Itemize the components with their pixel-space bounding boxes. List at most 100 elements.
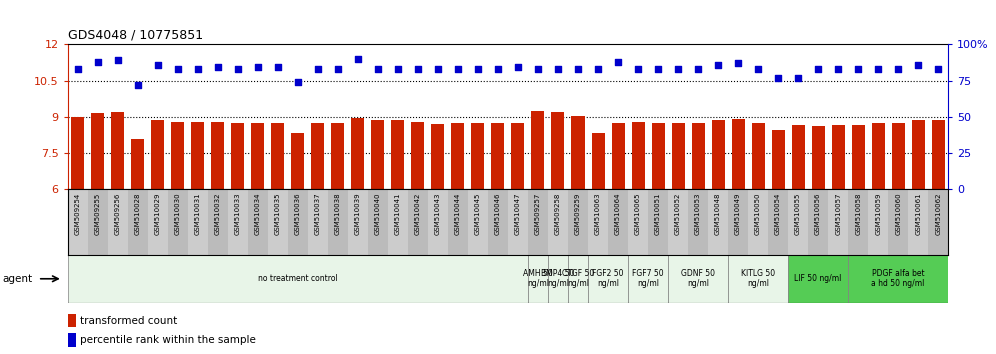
Text: GSM510054: GSM510054 [775,193,781,235]
Text: GSM510030: GSM510030 [174,193,181,235]
Bar [431,124,444,189]
Text: GDNF 50
ng/ml: GDNF 50 ng/ml [681,269,715,289]
Bar [668,255,728,303]
Bar [568,189,588,255]
Point [190,66,206,72]
Text: GSM510043: GSM510043 [435,193,441,235]
Point [871,66,886,72]
Bar [849,189,869,255]
Bar [171,122,184,189]
Text: GSM510058: GSM510058 [856,193,862,235]
Text: GSM510061: GSM510061 [915,193,921,235]
Text: GSM509255: GSM509255 [95,193,101,235]
Point [750,66,766,72]
Point [149,62,165,67]
Point [930,66,946,72]
Bar [68,333,77,347]
Text: PDGF alfa bet
a hd 50 ng/ml: PDGF alfa bet a hd 50 ng/ml [872,269,925,289]
Point [70,66,86,72]
Text: KITLG 50
ng/ml: KITLG 50 ng/ml [741,269,775,289]
Text: GSM510046: GSM510046 [495,193,501,235]
Text: agent: agent [2,274,32,284]
Point [650,66,666,72]
Point [910,62,926,67]
Bar [612,123,624,189]
Bar [908,189,928,255]
Bar [147,189,167,255]
Bar [691,123,704,189]
Bar [211,122,224,189]
Bar [368,189,387,255]
Bar [68,314,77,327]
Text: transformed count: transformed count [80,316,177,326]
Bar [711,120,724,189]
Bar [112,112,124,189]
Bar [888,189,908,255]
Point [250,65,266,70]
Bar [167,189,188,255]
Text: FGF2 50
ng/ml: FGF2 50 ng/ml [593,269,623,289]
Bar [608,189,628,255]
Text: percentile rank within the sample: percentile rank within the sample [80,335,256,345]
Bar [408,189,428,255]
Text: GSM510052: GSM510052 [675,193,681,235]
Bar [448,189,468,255]
Point [450,66,466,72]
Bar [631,122,644,189]
Point [590,66,606,72]
Bar [688,189,708,255]
Point [210,65,226,70]
Bar [488,189,508,255]
Bar [752,123,765,189]
Point [129,82,145,88]
Point [169,66,185,72]
Bar [491,123,504,189]
Text: GSM510056: GSM510056 [815,193,821,235]
Text: GSM509257: GSM509257 [535,193,541,235]
Bar [228,189,248,255]
Text: AMH 50
ng/ml: AMH 50 ng/ml [523,269,553,289]
Point [790,75,806,80]
Bar [387,189,408,255]
Text: GSM510039: GSM510039 [355,193,361,235]
Text: GSM510059: GSM510059 [875,193,881,235]
Text: GSM510050: GSM510050 [755,193,761,235]
Point [350,56,366,62]
Point [550,66,566,72]
Point [90,59,106,64]
Text: GSM509258: GSM509258 [555,193,561,235]
Point [710,62,726,67]
Point [370,66,385,72]
Bar [268,189,288,255]
Bar [869,189,888,255]
Point [290,79,306,85]
Bar [732,119,745,189]
Bar [572,116,585,189]
Bar [512,123,525,189]
Bar [308,189,328,255]
Bar [208,189,228,255]
Text: GSM510051: GSM510051 [655,193,661,235]
Point [530,66,546,72]
Bar [812,126,825,189]
Bar [248,189,268,255]
Text: GSM510041: GSM510041 [394,193,401,235]
Bar [552,112,565,189]
Text: GSM509254: GSM509254 [75,193,81,235]
Point [570,66,586,72]
Text: GSM510032: GSM510032 [215,193,221,235]
Point [390,66,406,72]
Bar [832,125,845,189]
Bar [131,139,144,189]
Point [430,66,446,72]
Bar [332,123,345,189]
Text: GSM510038: GSM510038 [335,193,341,235]
Bar [451,123,464,189]
Bar [808,189,828,255]
Bar [108,189,127,255]
Bar [772,130,785,189]
Bar [628,189,648,255]
Text: GSM510064: GSM510064 [615,193,622,235]
Point [890,66,906,72]
Text: GSM510044: GSM510044 [455,193,461,235]
